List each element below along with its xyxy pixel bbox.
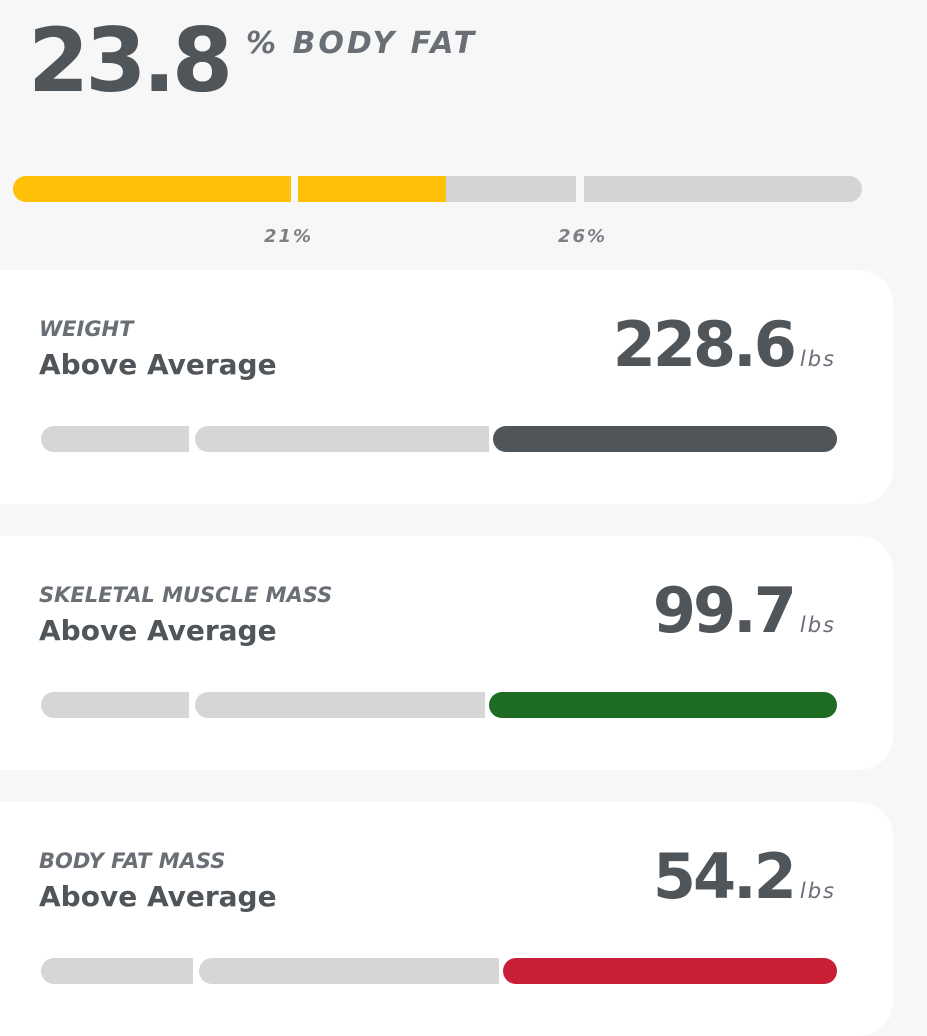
metric-range-bar bbox=[41, 958, 837, 984]
metric-unit: lbs bbox=[799, 347, 836, 371]
metric-title: SKELETAL MUSCLE MASS bbox=[39, 583, 333, 607]
metric-status: Above Average bbox=[39, 880, 277, 913]
metric-unit: lbs bbox=[799, 613, 836, 637]
range-segment-under bbox=[41, 426, 189, 452]
range-tick-high: 26% bbox=[558, 226, 608, 247]
body-fat-value: 23.8 bbox=[28, 9, 233, 112]
metric-fill bbox=[493, 426, 837, 452]
metric-status: Above Average bbox=[39, 614, 277, 647]
metric-status: Above Average bbox=[39, 348, 277, 381]
metric-range-bar bbox=[41, 692, 837, 718]
range-segment-normal bbox=[195, 426, 489, 452]
metric-range-bar bbox=[41, 426, 837, 452]
metric-fill bbox=[489, 692, 837, 718]
range-segment-normal bbox=[199, 958, 499, 984]
body-fat-range-bar bbox=[13, 176, 862, 202]
range-segment-high bbox=[584, 176, 862, 202]
metric-number: 228.6 bbox=[612, 308, 797, 381]
metric-card-weight: WEIGHT Above Average 228.6 lbs bbox=[0, 270, 893, 504]
metric-title: WEIGHT bbox=[39, 317, 134, 341]
range-tick-low: 21% bbox=[264, 226, 314, 247]
metric-title: BODY FAT MASS bbox=[39, 849, 226, 873]
body-fat-fill-low bbox=[13, 176, 291, 202]
body-fat-label: % BODY FAT bbox=[246, 26, 478, 61]
body-fat-fill-normal bbox=[298, 176, 446, 202]
metric-card-body-fat-mass: BODY FAT MASS Above Average 54.2 lbs bbox=[0, 802, 893, 1036]
range-segment-under bbox=[41, 692, 189, 718]
metric-value: 54.2 lbs bbox=[653, 840, 836, 913]
range-segment-under bbox=[41, 958, 193, 984]
metric-fill bbox=[503, 958, 837, 984]
metric-card-skeletal-muscle-mass: SKELETAL MUSCLE MASS Above Average 99.7 … bbox=[0, 536, 893, 770]
range-segment-normal bbox=[195, 692, 485, 718]
metric-value: 99.7 lbs bbox=[653, 574, 836, 647]
metric-number: 99.7 bbox=[652, 574, 797, 647]
metric-unit: lbs bbox=[799, 879, 836, 903]
metric-value: 228.6 lbs bbox=[613, 308, 836, 381]
metric-number: 54.2 bbox=[652, 840, 797, 913]
